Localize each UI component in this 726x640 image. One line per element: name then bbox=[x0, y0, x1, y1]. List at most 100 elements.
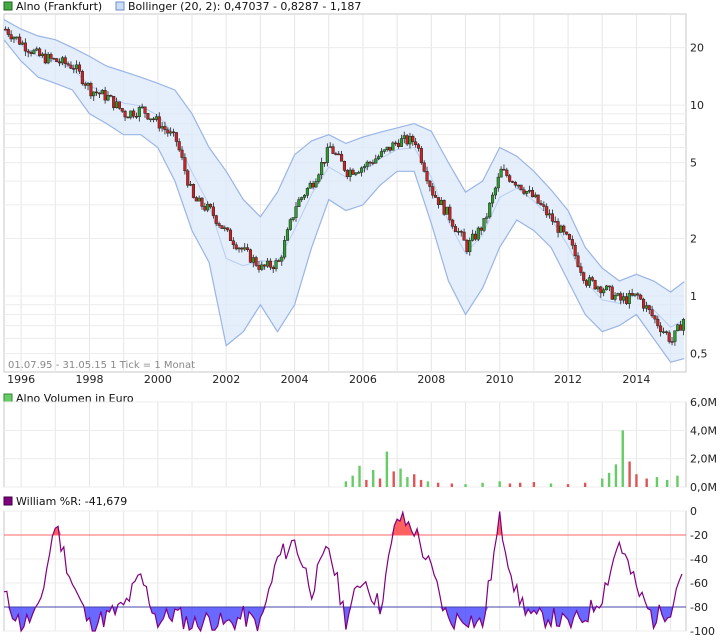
candle-body bbox=[297, 199, 301, 207]
candle-body bbox=[191, 184, 195, 198]
price-x-tick: 2008 bbox=[417, 373, 445, 386]
candle-body bbox=[246, 247, 250, 250]
price-x-tick: 1998 bbox=[75, 373, 103, 386]
candle-body bbox=[129, 110, 133, 118]
price-y-tick: 2 bbox=[690, 233, 697, 246]
volume-y-tick: 2,0M bbox=[690, 453, 717, 466]
candle-body bbox=[12, 37, 16, 40]
volume-bar bbox=[385, 451, 389, 487]
candle-body bbox=[513, 182, 517, 186]
candle-body bbox=[337, 153, 341, 156]
candle-body bbox=[75, 64, 79, 70]
volume-bar bbox=[450, 483, 454, 487]
candle-body bbox=[234, 244, 238, 250]
candle-body bbox=[265, 260, 270, 267]
candle-body bbox=[642, 298, 646, 309]
candle-body bbox=[66, 63, 70, 66]
candle-body bbox=[291, 217, 295, 220]
volume-bar bbox=[628, 461, 631, 487]
candle-body bbox=[493, 187, 497, 196]
volume-bar bbox=[549, 483, 553, 487]
candle-body bbox=[328, 146, 332, 148]
candle-body bbox=[280, 256, 284, 262]
candle-body bbox=[109, 95, 113, 97]
candle-body bbox=[60, 57, 64, 64]
price-x-tick: 2014 bbox=[622, 373, 650, 386]
candle-body bbox=[55, 58, 59, 62]
candle-body bbox=[465, 240, 469, 252]
candle-body bbox=[496, 176, 500, 189]
candle-body bbox=[371, 162, 375, 164]
candle-body bbox=[408, 135, 412, 145]
candle-body bbox=[656, 318, 660, 327]
candle-body bbox=[448, 206, 452, 221]
candle-body bbox=[183, 157, 187, 172]
candle-body bbox=[659, 325, 663, 333]
candle-body bbox=[157, 116, 161, 129]
volume-bar bbox=[532, 482, 536, 487]
candle-body bbox=[553, 221, 557, 223]
williams-y-tick: -20 bbox=[690, 529, 708, 542]
candle-body bbox=[285, 229, 290, 241]
candle-body bbox=[425, 171, 429, 182]
candle-body bbox=[58, 61, 62, 64]
candle-body bbox=[479, 227, 483, 231]
volume-bar bbox=[351, 475, 354, 487]
candle-body bbox=[72, 68, 76, 70]
candle-body bbox=[223, 227, 227, 230]
candle-body bbox=[565, 231, 569, 235]
candle-body bbox=[271, 266, 275, 270]
candle-body bbox=[453, 226, 458, 233]
candle-body bbox=[402, 135, 406, 139]
candle-body bbox=[510, 181, 515, 183]
candle-body bbox=[154, 116, 158, 120]
candle-body bbox=[451, 219, 455, 227]
candle-body bbox=[20, 42, 25, 45]
candle-body bbox=[522, 189, 526, 194]
candle-body bbox=[533, 194, 537, 198]
candle-body bbox=[283, 240, 287, 258]
candle-body bbox=[206, 203, 210, 211]
candle-body bbox=[365, 161, 369, 167]
price-y-tick: 20 bbox=[690, 42, 704, 55]
candle-body bbox=[203, 206, 207, 211]
candle-body bbox=[160, 126, 164, 129]
candle-body bbox=[431, 186, 435, 196]
candle-body bbox=[590, 277, 594, 281]
candle-body bbox=[619, 293, 623, 301]
candle-body bbox=[482, 218, 486, 231]
williams-y-tick: 0 bbox=[690, 505, 697, 518]
candle-body bbox=[18, 36, 22, 45]
candle-body bbox=[351, 169, 355, 175]
candle-body bbox=[334, 153, 338, 155]
price-x-tick: 2010 bbox=[486, 373, 514, 386]
volume-bar bbox=[481, 482, 484, 487]
candle-body bbox=[123, 110, 127, 118]
volume-bar bbox=[358, 465, 361, 487]
candle-body bbox=[260, 264, 264, 270]
candle-body bbox=[174, 132, 178, 142]
candle-body bbox=[305, 187, 309, 196]
price-x-tick: 1996 bbox=[7, 373, 35, 386]
candle-body bbox=[394, 142, 398, 145]
candle-body bbox=[226, 227, 230, 231]
candle-body bbox=[86, 83, 90, 86]
candle-body bbox=[83, 83, 87, 86]
candle-body bbox=[428, 180, 432, 187]
candle-body bbox=[573, 244, 577, 257]
candle-body bbox=[582, 272, 586, 281]
volume-bar bbox=[508, 483, 512, 487]
candle-body bbox=[602, 289, 606, 294]
price-x-tick: 2002 bbox=[212, 373, 240, 386]
candle-body bbox=[416, 144, 421, 149]
candle-body bbox=[322, 162, 327, 164]
candle-body bbox=[599, 286, 603, 294]
williams-y-tick: -40 bbox=[690, 553, 708, 566]
candle-body bbox=[317, 174, 321, 182]
candle-body bbox=[379, 151, 384, 157]
candle-body bbox=[499, 168, 503, 178]
legend-williams-swatch bbox=[3, 496, 13, 506]
candle-body bbox=[254, 257, 258, 266]
candle-body bbox=[519, 184, 523, 190]
